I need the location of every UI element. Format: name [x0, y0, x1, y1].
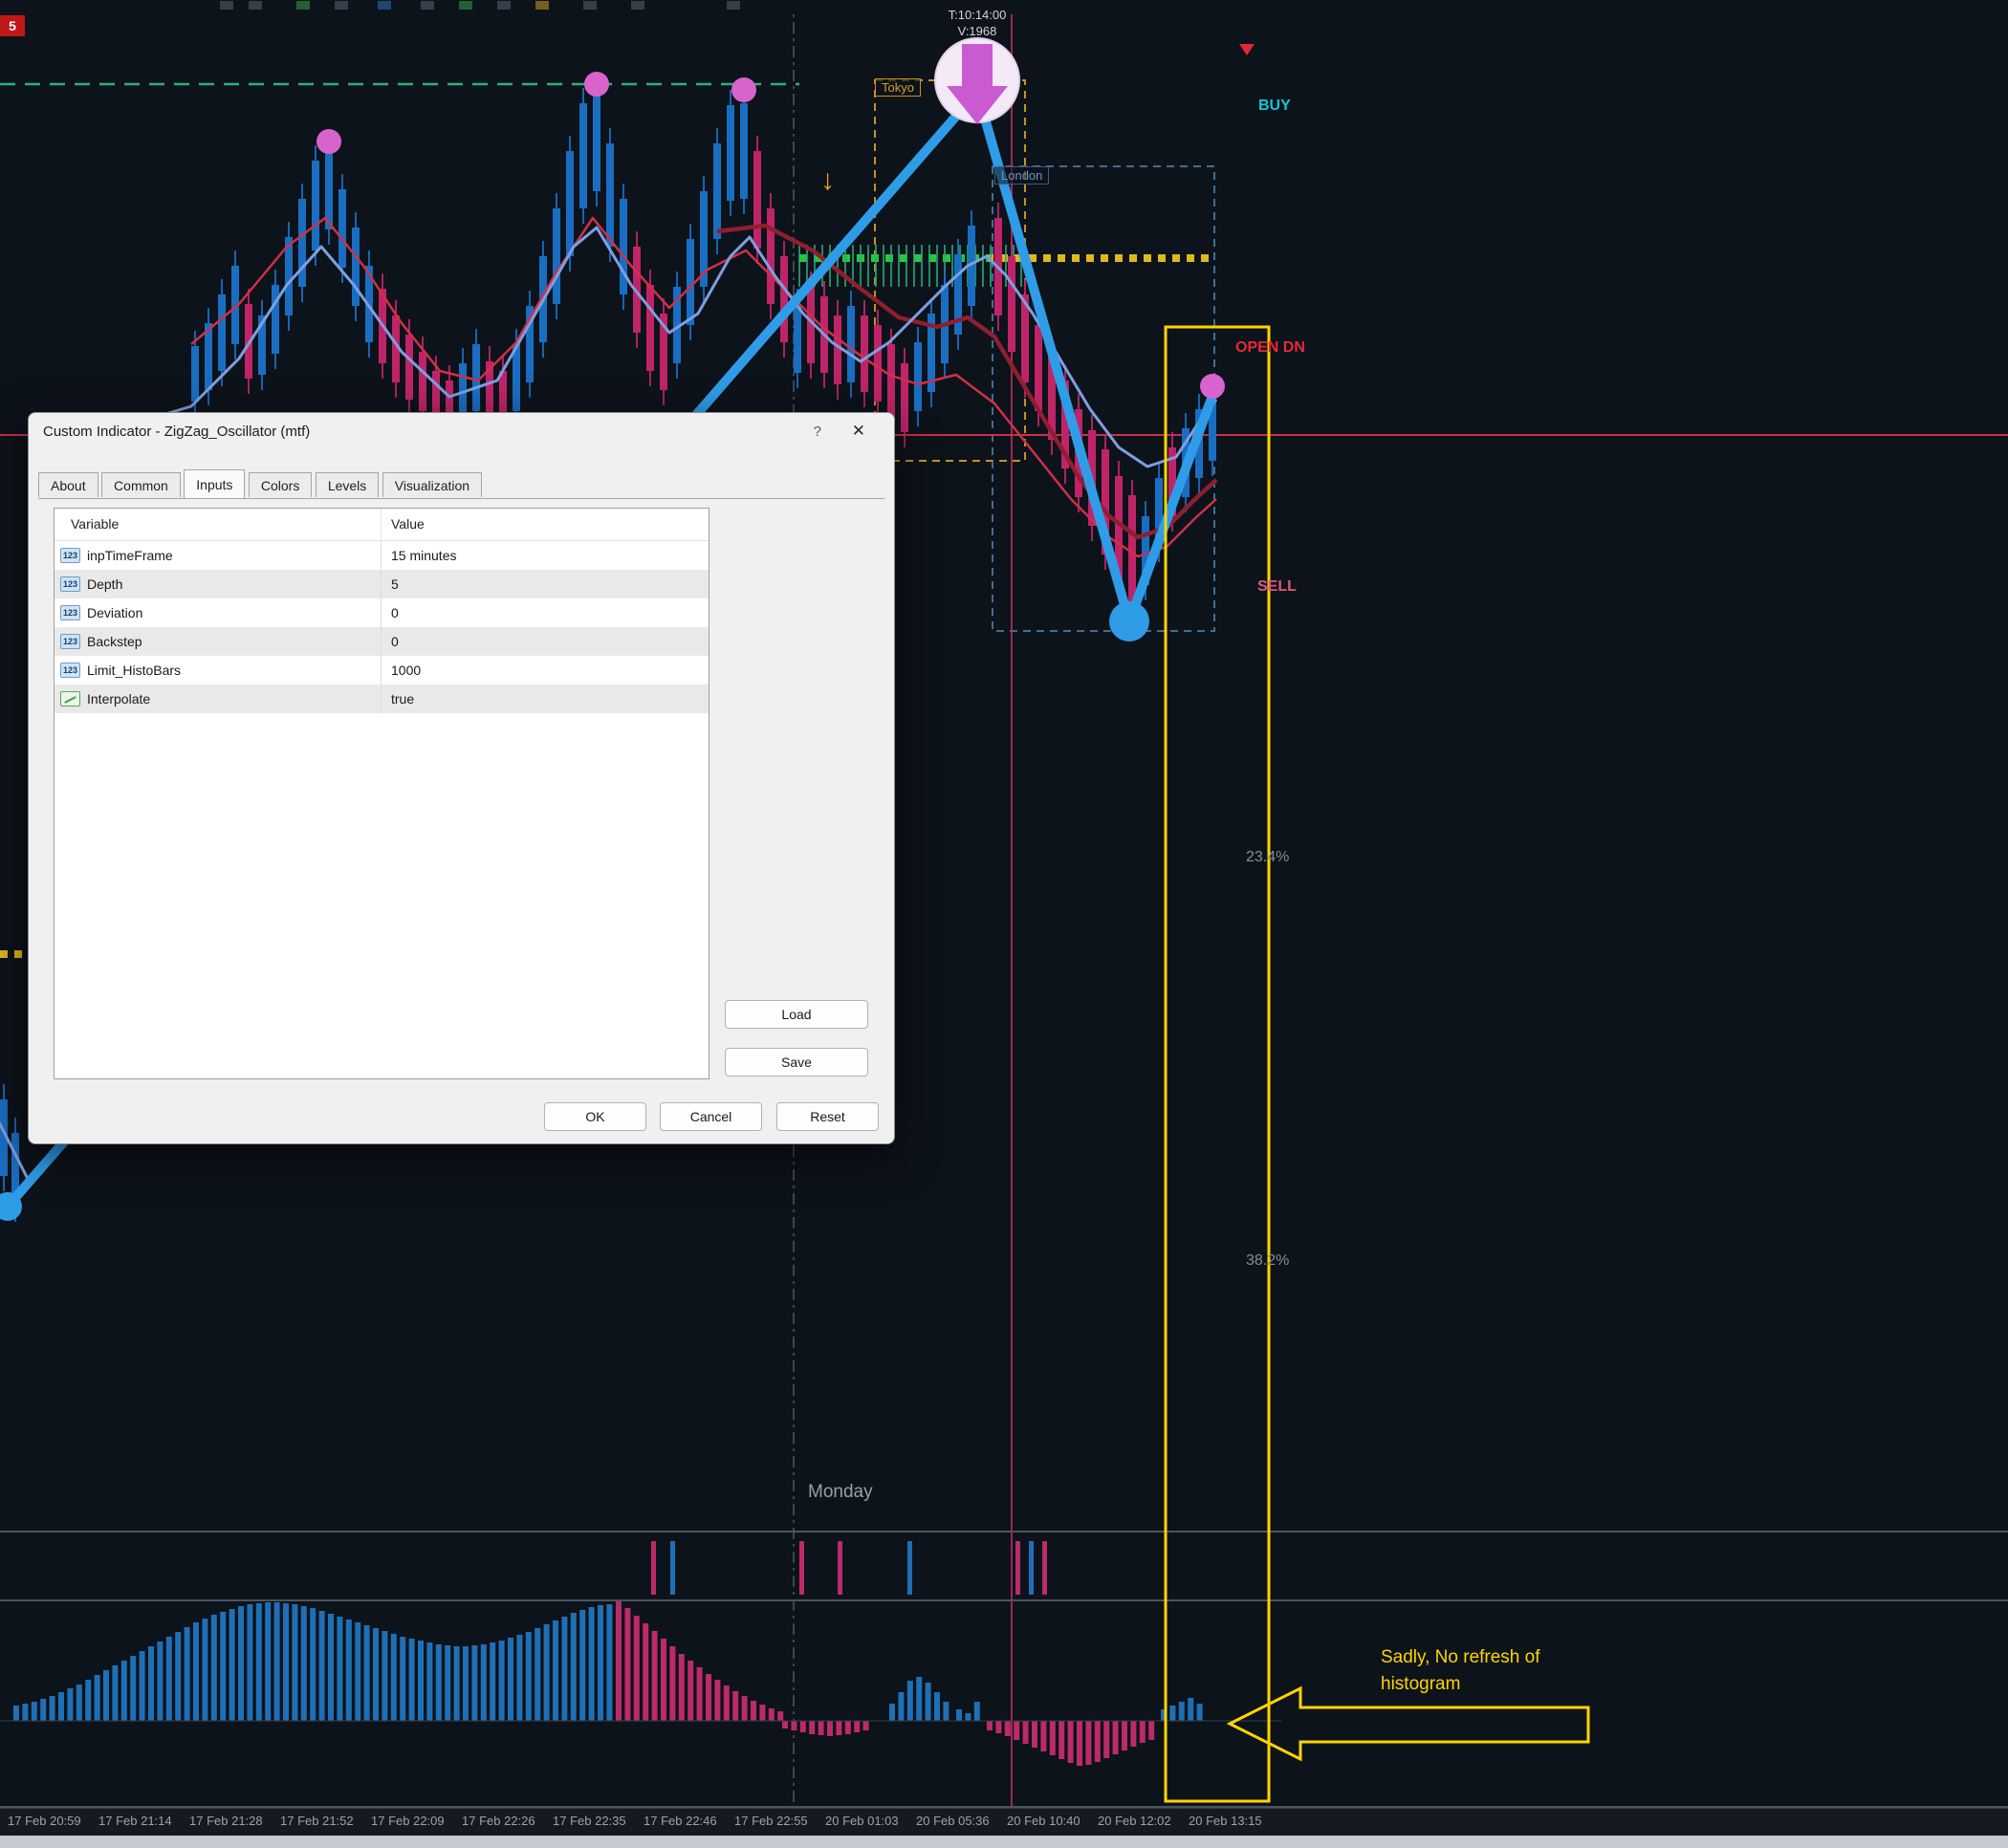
cancel-button[interactable]: Cancel	[660, 1102, 762, 1131]
time-readout: T:10:14:00	[948, 8, 1007, 22]
dialog-titlebar[interactable]: Custom Indicator - ZigZag_Oscillator (mt…	[29, 413, 894, 451]
time-axis: 17 Feb 20:59 17 Feb 21:14 17 Feb 21:28 1…	[0, 1808, 2008, 1837]
close-icon[interactable]: ✕	[851, 422, 865, 440]
annotation-text: Sadly, No refresh of histogram	[1381, 1644, 1540, 1697]
table-row[interactable]: 123 Backstep 0	[55, 627, 709, 656]
signal-pane	[651, 1541, 1047, 1595]
variable-name: Interpolate	[87, 691, 151, 707]
period-badge: 5	[0, 15, 25, 36]
time-tick: 17 Feb 21:14	[98, 1814, 172, 1828]
moving-averages	[0, 216, 1218, 1182]
time-tick: 17 Feb 21:52	[280, 1814, 354, 1828]
variable-value[interactable]: 0	[391, 605, 399, 620]
variable-name: Deviation	[87, 605, 143, 620]
annotation-line-1: Sadly, No refresh of	[1381, 1647, 1540, 1667]
numeric-icon: 123	[60, 605, 80, 620]
day-separator-label: Monday	[808, 1482, 873, 1502]
time-tick: 20 Feb 01:03	[825, 1814, 899, 1828]
tab-common[interactable]: Common	[101, 472, 181, 497]
variable-name: Limit_HistoBars	[87, 663, 182, 678]
toolbar-strip	[220, 1, 740, 10]
open-dn-label: OPEN DN	[1235, 339, 1305, 356]
reset-button[interactable]: Reset	[776, 1102, 879, 1131]
sell-signal-label: SELL	[1257, 578, 1297, 595]
fib-level-label-2: 38.2%	[1246, 1252, 1290, 1269]
chart-line-icon	[60, 691, 80, 707]
time-tick: 20 Feb 13:15	[1189, 1814, 1262, 1828]
histogram-pane	[0, 1601, 1281, 1766]
variable-value[interactable]: 1000	[391, 663, 422, 678]
horizontal-scrollbar[interactable]	[0, 1836, 2008, 1848]
time-tick: 17 Feb 21:28	[189, 1814, 263, 1828]
table-row[interactable]: Interpolate true	[55, 685, 709, 713]
fib-level-label-1: 23.4%	[1246, 849, 1290, 865]
variable-value[interactable]: true	[391, 691, 415, 707]
numeric-icon: 123	[60, 663, 80, 678]
table-row[interactable]: 123 inpTimeFrame 15 minutes	[55, 541, 709, 570]
tab-colors[interactable]: Colors	[248, 472, 313, 497]
table-header: Variable Value	[55, 509, 709, 541]
tab-inputs[interactable]: Inputs	[184, 469, 246, 498]
time-tick: 17 Feb 22:35	[553, 1814, 626, 1828]
time-tick: 17 Feb 22:46	[644, 1814, 717, 1828]
variable-name: Backstep	[87, 634, 142, 649]
london-session-label: London	[994, 166, 1050, 185]
time-tick: 17 Feb 20:59	[8, 1814, 81, 1828]
time-tick: 20 Feb 05:36	[916, 1814, 990, 1828]
numeric-icon: 123	[60, 576, 80, 592]
variable-value[interactable]: 0	[391, 634, 399, 649]
time-tick: 20 Feb 12:02	[1098, 1814, 1171, 1828]
column-value[interactable]: Value	[391, 516, 425, 532]
tab-about[interactable]: About	[38, 472, 98, 497]
variable-name: Depth	[87, 576, 123, 592]
variable-name: inpTimeFrame	[87, 548, 173, 563]
time-tick: 17 Feb 22:09	[371, 1814, 445, 1828]
numeric-icon: 123	[60, 548, 80, 563]
variable-value[interactable]: 15 minutes	[391, 548, 457, 563]
custom-indicator-dialog: Custom Indicator - ZigZag_Oscillator (mt…	[28, 412, 895, 1144]
volume-readout: V:1968	[957, 24, 997, 38]
ok-button[interactable]: OK	[544, 1102, 646, 1131]
tab-levels[interactable]: Levels	[315, 472, 380, 497]
buy-signal-label: BUY	[1258, 98, 1291, 114]
table-row[interactable]: 123 Deviation 0	[55, 598, 709, 627]
table-row[interactable]: 123 Limit_HistoBars 1000	[55, 656, 709, 685]
column-variable[interactable]: Variable	[55, 509, 382, 540]
tokyo-session-label: Tokyo	[875, 78, 921, 97]
help-icon[interactable]: ?	[813, 424, 821, 440]
time-tick: 17 Feb 22:55	[734, 1814, 808, 1828]
variable-value[interactable]: 5	[391, 576, 399, 592]
dialog-title: Custom Indicator - ZigZag_Oscillator (mt…	[43, 424, 311, 440]
annotation-line-2: histogram	[1381, 1673, 1461, 1694]
load-button[interactable]: Load	[725, 1000, 868, 1029]
time-tick: 17 Feb 22:26	[462, 1814, 535, 1828]
annotations	[1164, 325, 1590, 1803]
numeric-icon: 123	[60, 634, 80, 649]
inputs-table: Variable Value 123 inpTimeFrame 15 minute…	[54, 508, 709, 1079]
table-row[interactable]: 123 Depth 5	[55, 570, 709, 598]
candles	[0, 80, 1216, 1222]
dialog-tabs: About Common Inputs Colors Levels Visual…	[38, 467, 884, 499]
time-tick: 20 Feb 10:40	[1007, 1814, 1080, 1828]
save-button[interactable]: Save	[725, 1048, 868, 1076]
tab-visualization[interactable]: Visualization	[382, 472, 483, 497]
svg-text:↓: ↓	[820, 164, 835, 196]
